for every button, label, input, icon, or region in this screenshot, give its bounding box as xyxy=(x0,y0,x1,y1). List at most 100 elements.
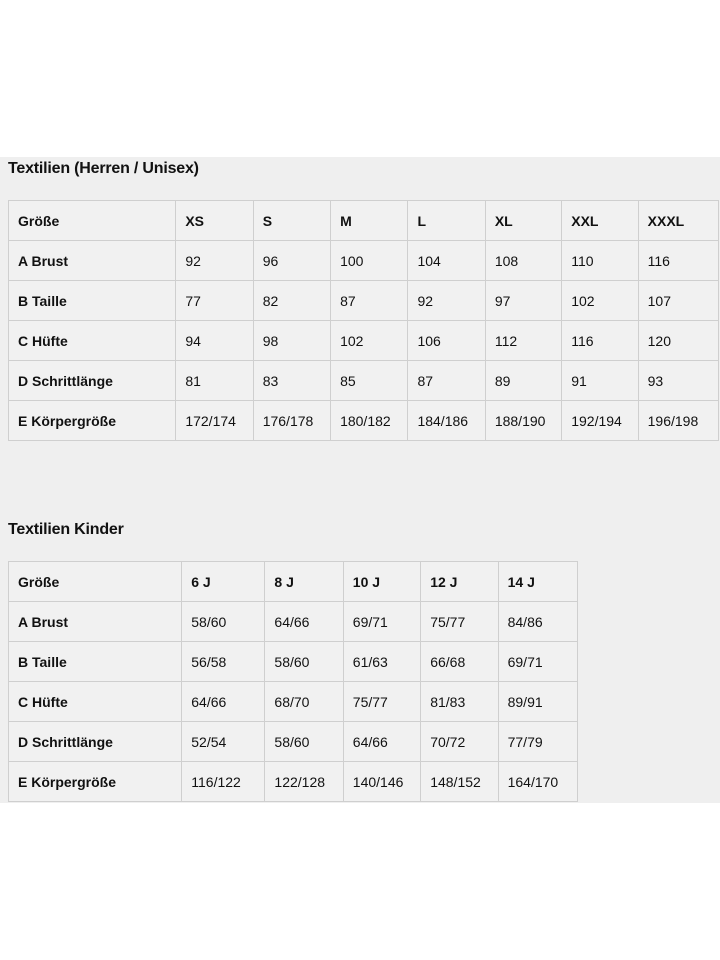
table-cell: 56/58 xyxy=(181,641,266,682)
column-header: 12 J xyxy=(420,561,499,602)
table-cell: 102 xyxy=(561,280,639,321)
column-header: S xyxy=(252,200,332,241)
table-cell: 69/71 xyxy=(497,641,579,682)
table-cell: 70/72 xyxy=(420,721,499,762)
table-cell: 94 xyxy=(175,320,254,361)
column-header: L xyxy=(407,200,486,241)
table-cell: 68/70 xyxy=(264,681,344,722)
column-header: Größe xyxy=(7,561,183,602)
table-cell: 69/71 xyxy=(342,601,422,642)
header-row: Größe XS S M L XL XXL XXXL xyxy=(7,200,720,241)
table-row: B Taille 56/58 58/60 61/63 66/68 69/71 xyxy=(7,641,579,682)
table-cell: 58/60 xyxy=(264,641,344,682)
table-row: A Brust 58/60 64/66 69/71 75/77 84/86 xyxy=(7,601,579,642)
table-cell: 92 xyxy=(175,240,254,281)
column-header: 14 J xyxy=(497,561,579,602)
table-row: C Hüfte 94 98 102 106 112 116 120 xyxy=(7,320,720,361)
table-row: E Körpergröße 172/174 176/178 180/182 184/18… xyxy=(7,400,720,441)
row-label: C Hüfte xyxy=(7,681,183,722)
table-cell: 58/60 xyxy=(264,721,344,762)
table-cell: 108 xyxy=(484,240,563,281)
table-cell: 61/63 xyxy=(342,641,422,682)
row-label: A Brust xyxy=(7,240,177,281)
table-cell: 81/83 xyxy=(420,681,499,722)
table-row: C Hüfte 64/66 68/70 75/77 81/83 89/91 xyxy=(7,681,579,722)
row-label: D Schrittlänge xyxy=(7,721,183,762)
column-header: XXXL xyxy=(637,200,720,241)
row-label: C Hüfte xyxy=(7,320,177,361)
table-cell: 188/190 xyxy=(484,400,563,441)
table-cell: 110 xyxy=(561,240,639,281)
table-cell: 87 xyxy=(330,280,409,321)
row-label: A Brust xyxy=(7,601,183,642)
table-cell: 112 xyxy=(484,320,563,361)
table-row: E Körpergröße 116/122 122/128 140/146 148/15… xyxy=(7,761,579,802)
table-cell: 184/186 xyxy=(407,400,486,441)
column-header: XL xyxy=(484,200,563,241)
table-cell: 106 xyxy=(407,320,486,361)
table-cell: 64/66 xyxy=(342,721,422,762)
kids-table-title: Textilien Kinder xyxy=(8,521,124,538)
table-cell: 97 xyxy=(484,280,563,321)
table-cell: 89 xyxy=(484,360,563,401)
table-row: D Schrittlänge 81 83 85 87 89 91 93 xyxy=(7,360,720,401)
table-cell: 192/194 xyxy=(561,400,639,441)
table-cell: 116/122 xyxy=(181,761,266,802)
table-cell: 91 xyxy=(561,360,639,401)
table-cell: 176/178 xyxy=(252,400,332,441)
table-cell: 164/170 xyxy=(497,761,579,802)
table-cell: 89/91 xyxy=(497,681,579,722)
column-header: XXL xyxy=(561,200,639,241)
row-label: B Taille xyxy=(7,641,183,682)
table-cell: 77 xyxy=(175,280,254,321)
table-cell: 104 xyxy=(407,240,486,281)
table-cell: 107 xyxy=(637,280,720,321)
table-cell: 116 xyxy=(561,320,639,361)
table-cell: 66/68 xyxy=(420,641,499,682)
adult-table-title: Textilien (Herren / Unisex) xyxy=(8,160,199,177)
table-row: B Taille 77 82 87 92 97 102 107 xyxy=(7,280,720,321)
table-cell: 102 xyxy=(330,320,409,361)
table-cell: 196/198 xyxy=(637,400,720,441)
table-cell: 77/79 xyxy=(497,721,579,762)
row-label: B Taille xyxy=(7,280,177,321)
table-cell: 85 xyxy=(330,360,409,401)
table-cell: 81 xyxy=(175,360,254,401)
table-cell: 82 xyxy=(252,280,332,321)
table-row: D Schrittlänge 52/54 58/60 64/66 70/72 77/79 xyxy=(7,721,579,762)
table-cell: 172/174 xyxy=(175,400,254,441)
table-cell: 64/66 xyxy=(181,681,266,722)
table-cell: 93 xyxy=(637,360,720,401)
table-cell: 87 xyxy=(407,360,486,401)
table-cell: 148/152 xyxy=(420,761,499,802)
row-label: E Körpergröße xyxy=(7,400,177,441)
table-cell: 120 xyxy=(637,320,720,361)
adult-size-table: Größe XS S M L XL XXL XXXL A Brust 92 96 100 104 108 1… xyxy=(7,200,720,441)
column-header: XS xyxy=(175,200,254,241)
column-header: M xyxy=(330,200,409,241)
table-cell: 92 xyxy=(407,280,486,321)
column-header: Größe xyxy=(7,200,177,241)
table-row: A Brust 92 96 100 104 108 110 116 xyxy=(7,240,720,281)
table-cell: 58/60 xyxy=(181,601,266,642)
column-header: 10 J xyxy=(342,561,422,602)
table-cell: 83 xyxy=(252,360,332,401)
table-cell: 122/128 xyxy=(264,761,344,802)
table-cell: 116 xyxy=(637,240,720,281)
table-cell: 100 xyxy=(330,240,409,281)
table-cell: 98 xyxy=(252,320,332,361)
table-cell: 52/54 xyxy=(181,721,266,762)
column-header: 6 J xyxy=(181,561,266,602)
table-cell: 140/146 xyxy=(342,761,422,802)
table-cell: 84/86 xyxy=(497,601,579,642)
table-cell: 75/77 xyxy=(420,601,499,642)
table-cell: 180/182 xyxy=(330,400,409,441)
table-cell: 96 xyxy=(252,240,332,281)
row-label: D Schrittlänge xyxy=(7,360,177,401)
table-cell: 64/66 xyxy=(264,601,344,642)
row-label: E Körpergröße xyxy=(7,761,183,802)
column-header: 8 J xyxy=(264,561,344,602)
table-cell: 75/77 xyxy=(342,681,422,722)
